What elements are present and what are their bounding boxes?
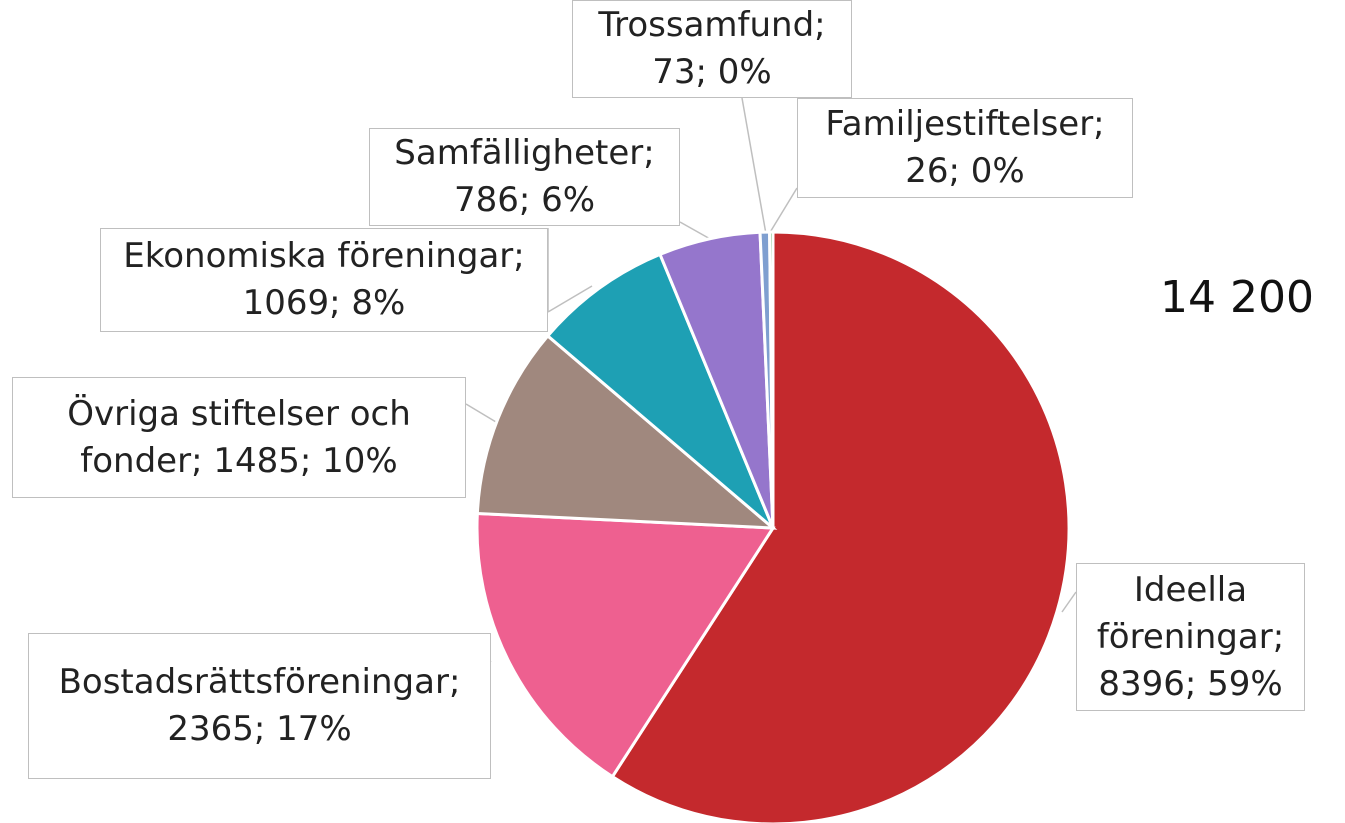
data-label: Övriga stiftelser och fonder; 1485; 10% (12, 377, 466, 498)
pie-slice (475, 333, 778, 530)
leader-line (465, 403, 497, 423)
total-annotation: 14 200 (1160, 272, 1314, 323)
data-label: Trossamfund; 73; 0% (572, 0, 852, 98)
leader-line (768, 187, 798, 235)
data-label: Bostadsrättsföreningar; 2365; 17% (28, 633, 491, 779)
pie-slice (475, 511, 776, 779)
pie-slice (545, 252, 775, 530)
leader-line (547, 285, 593, 313)
data-label: Familjestiftelser; 26; 0% (797, 98, 1133, 198)
pie-slice (768, 230, 775, 529)
leader-line (1061, 591, 1077, 613)
pie-slice (610, 230, 1071, 823)
data-label: Samfälligheter; 786; 6% (369, 128, 680, 226)
leader-line (741, 97, 767, 235)
leader-lines (465, 97, 1077, 663)
data-label: Ideella föreningar; 8396; 59% (1076, 563, 1305, 711)
leader-line (679, 221, 713, 241)
data-label: Ekonomiska föreningar; 1069; 8% (100, 228, 548, 332)
